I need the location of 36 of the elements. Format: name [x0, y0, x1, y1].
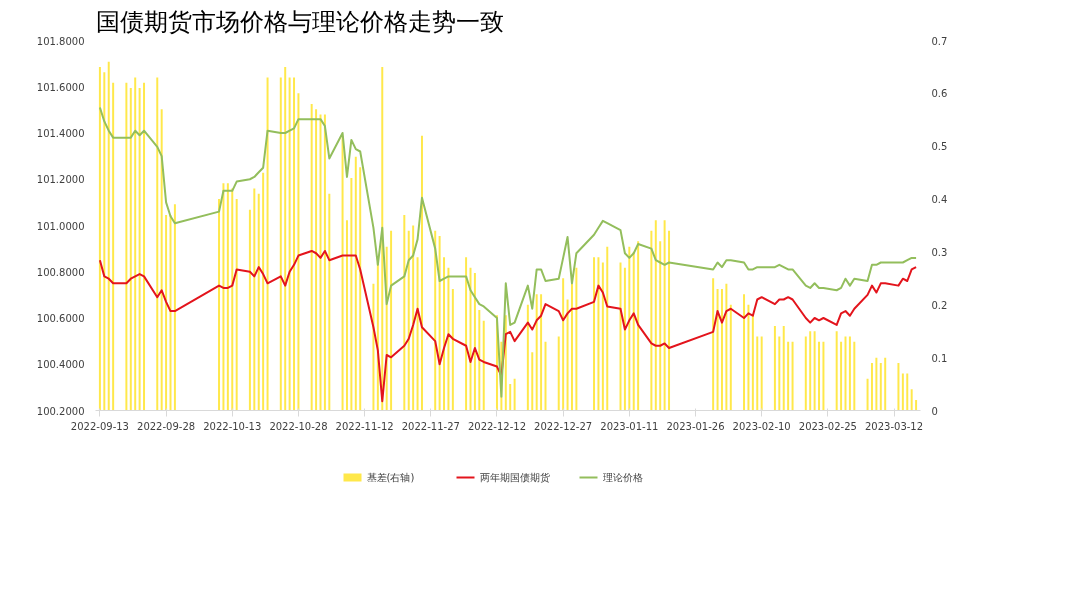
y-tick-label: 100.2000 — [36, 405, 85, 417]
legend-label: 两年期国债期货 — [479, 472, 550, 483]
x-tick-label: 2023-01-11 — [600, 420, 659, 432]
x-tick-label: 2022-10-13 — [203, 420, 262, 432]
legend-label: 理论价格 — [602, 472, 643, 483]
y-tick-label: 100.8000 — [36, 266, 85, 278]
y-tick-label: 100.4000 — [36, 359, 85, 371]
y-tick-label: 101.0000 — [36, 220, 85, 232]
legend-label: 基差(右轴) — [366, 472, 415, 483]
line-series — [98, 249, 918, 403]
y-tick-label: 101.2000 — [36, 174, 85, 186]
x-tick-label: 2023-02-10 — [732, 420, 791, 432]
chart-title: 国债期货市场价格与理论价格走势一致 — [95, 7, 504, 36]
x-tick-label: 2023-03-12 — [864, 420, 924, 432]
x-tick-label: 2022-10-28 — [269, 420, 328, 432]
x-tick-label: 2022-11-12 — [335, 420, 394, 432]
y-tick-label: 100.6000 — [36, 313, 85, 324]
y2-tick-label: 0.2 — [931, 299, 948, 311]
x-tick-label: 2022-12-27 — [534, 420, 593, 432]
y-tick-label: 101.4000 — [36, 128, 85, 139]
y2-tick-label: 0.7 — [931, 35, 948, 47]
y2-tick-label: 0.6 — [931, 88, 948, 100]
x-tick-label: 2023-02-25 — [798, 420, 857, 432]
y2-tick-label: 0.4 — [931, 194, 948, 206]
x-tick-label: 2022-12-12 — [467, 420, 527, 432]
y2-tick-label: 0.1 — [931, 352, 948, 364]
x-tick-label: 2023-01-26 — [666, 420, 725, 432]
y2-tick-label: 0.3 — [931, 246, 948, 258]
line-series — [98, 106, 918, 398]
y2-tick-label: 0 — [931, 405, 938, 417]
y2-tick-label: 0.5 — [931, 141, 948, 153]
x-tick-label: 2022-09-13 — [70, 420, 129, 432]
y-tick-label: 101.8000 — [36, 35, 85, 47]
x-tick-label: 2022-09-28 — [137, 420, 196, 432]
y-tick-label: 101.6000 — [36, 81, 85, 93]
x-tick-label: 2022-11-27 — [401, 420, 460, 432]
